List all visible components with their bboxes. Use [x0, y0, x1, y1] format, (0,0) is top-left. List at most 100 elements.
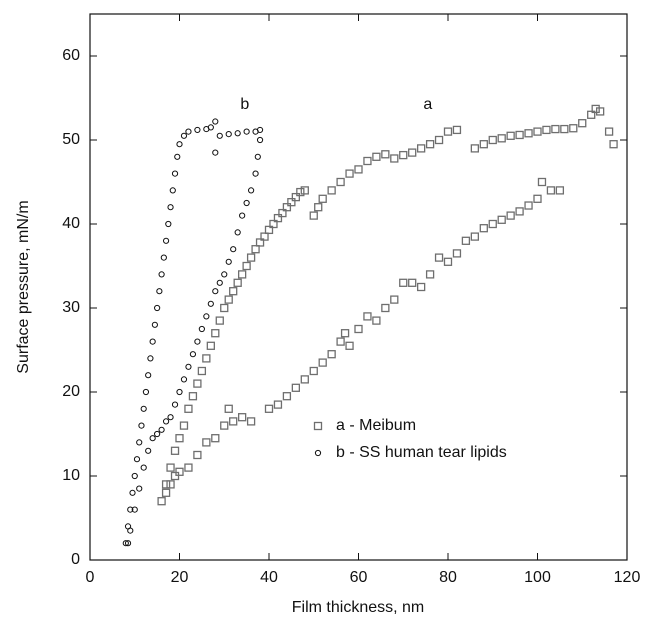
point — [408, 278, 417, 287]
point — [515, 130, 524, 140]
point — [248, 187, 255, 194]
point — [207, 124, 214, 131]
point — [264, 225, 274, 235]
point — [296, 187, 305, 197]
point — [198, 325, 205, 333]
point — [546, 186, 556, 195]
point — [243, 128, 250, 135]
point — [162, 237, 170, 244]
point — [131, 472, 138, 480]
point — [229, 417, 238, 426]
point — [175, 434, 184, 443]
point — [237, 270, 247, 279]
point — [551, 124, 560, 134]
point — [318, 358, 327, 367]
point — [354, 324, 363, 334]
point — [560, 124, 569, 134]
x-tick-label: 120 — [614, 569, 641, 586]
point — [363, 156, 372, 166]
point — [149, 435, 156, 442]
annotation: a — [423, 96, 432, 113]
point — [542, 125, 551, 135]
point — [354, 165, 363, 174]
point — [203, 313, 210, 320]
point — [166, 463, 175, 472]
point — [147, 355, 154, 362]
point — [425, 140, 435, 149]
point — [252, 170, 259, 177]
point — [291, 192, 301, 202]
point — [216, 132, 223, 139]
point — [169, 187, 176, 194]
point — [225, 131, 232, 138]
point — [180, 376, 188, 383]
point — [408, 148, 417, 157]
point — [587, 110, 596, 119]
point — [127, 506, 134, 513]
point — [515, 207, 524, 216]
point — [184, 404, 193, 413]
point — [488, 219, 497, 229]
point — [443, 127, 453, 136]
annotation: b — [240, 96, 249, 113]
point — [399, 150, 408, 160]
y-axis-label: Surface pressure, mN/m — [15, 200, 32, 373]
x-tick-label: 0 — [86, 569, 95, 586]
point — [175, 467, 184, 476]
point — [151, 321, 158, 328]
point — [138, 422, 145, 429]
point — [170, 446, 180, 455]
point — [524, 201, 533, 210]
point — [122, 540, 129, 547]
point — [156, 288, 163, 295]
point — [234, 229, 241, 236]
point — [309, 211, 318, 220]
point — [604, 127, 614, 136]
point — [221, 271, 228, 278]
legend-marker — [313, 421, 323, 431]
point — [300, 375, 309, 384]
point — [160, 254, 167, 261]
point — [596, 107, 605, 116]
y-tick-label: 60 — [62, 47, 80, 64]
point — [220, 421, 229, 430]
point — [165, 220, 172, 228]
point — [158, 426, 165, 433]
point — [479, 140, 488, 149]
y-tick-label: 0 — [71, 551, 80, 568]
point — [246, 253, 256, 262]
point — [569, 124, 578, 133]
point — [215, 316, 224, 325]
point — [470, 144, 480, 153]
point — [233, 278, 242, 287]
point — [167, 204, 174, 211]
point — [282, 392, 292, 401]
point — [256, 136, 264, 144]
point — [171, 170, 179, 177]
point — [434, 135, 444, 145]
point — [537, 177, 547, 187]
point — [202, 354, 211, 363]
point — [170, 471, 180, 481]
point — [230, 246, 237, 253]
point — [124, 540, 132, 547]
y-tick-label: 20 — [62, 383, 80, 400]
y-tick-label: 40 — [62, 215, 80, 232]
point — [282, 203, 292, 212]
point — [162, 418, 170, 425]
legend-marker — [314, 449, 322, 457]
x-tick-label: 80 — [439, 569, 457, 586]
point — [372, 152, 381, 161]
point — [256, 126, 264, 134]
point — [506, 131, 515, 140]
point — [291, 383, 301, 392]
point — [237, 413, 247, 422]
point — [269, 219, 278, 229]
point — [609, 140, 618, 149]
point — [591, 104, 600, 114]
point — [255, 238, 265, 247]
point — [131, 506, 138, 513]
point — [127, 527, 134, 534]
point — [340, 329, 350, 338]
